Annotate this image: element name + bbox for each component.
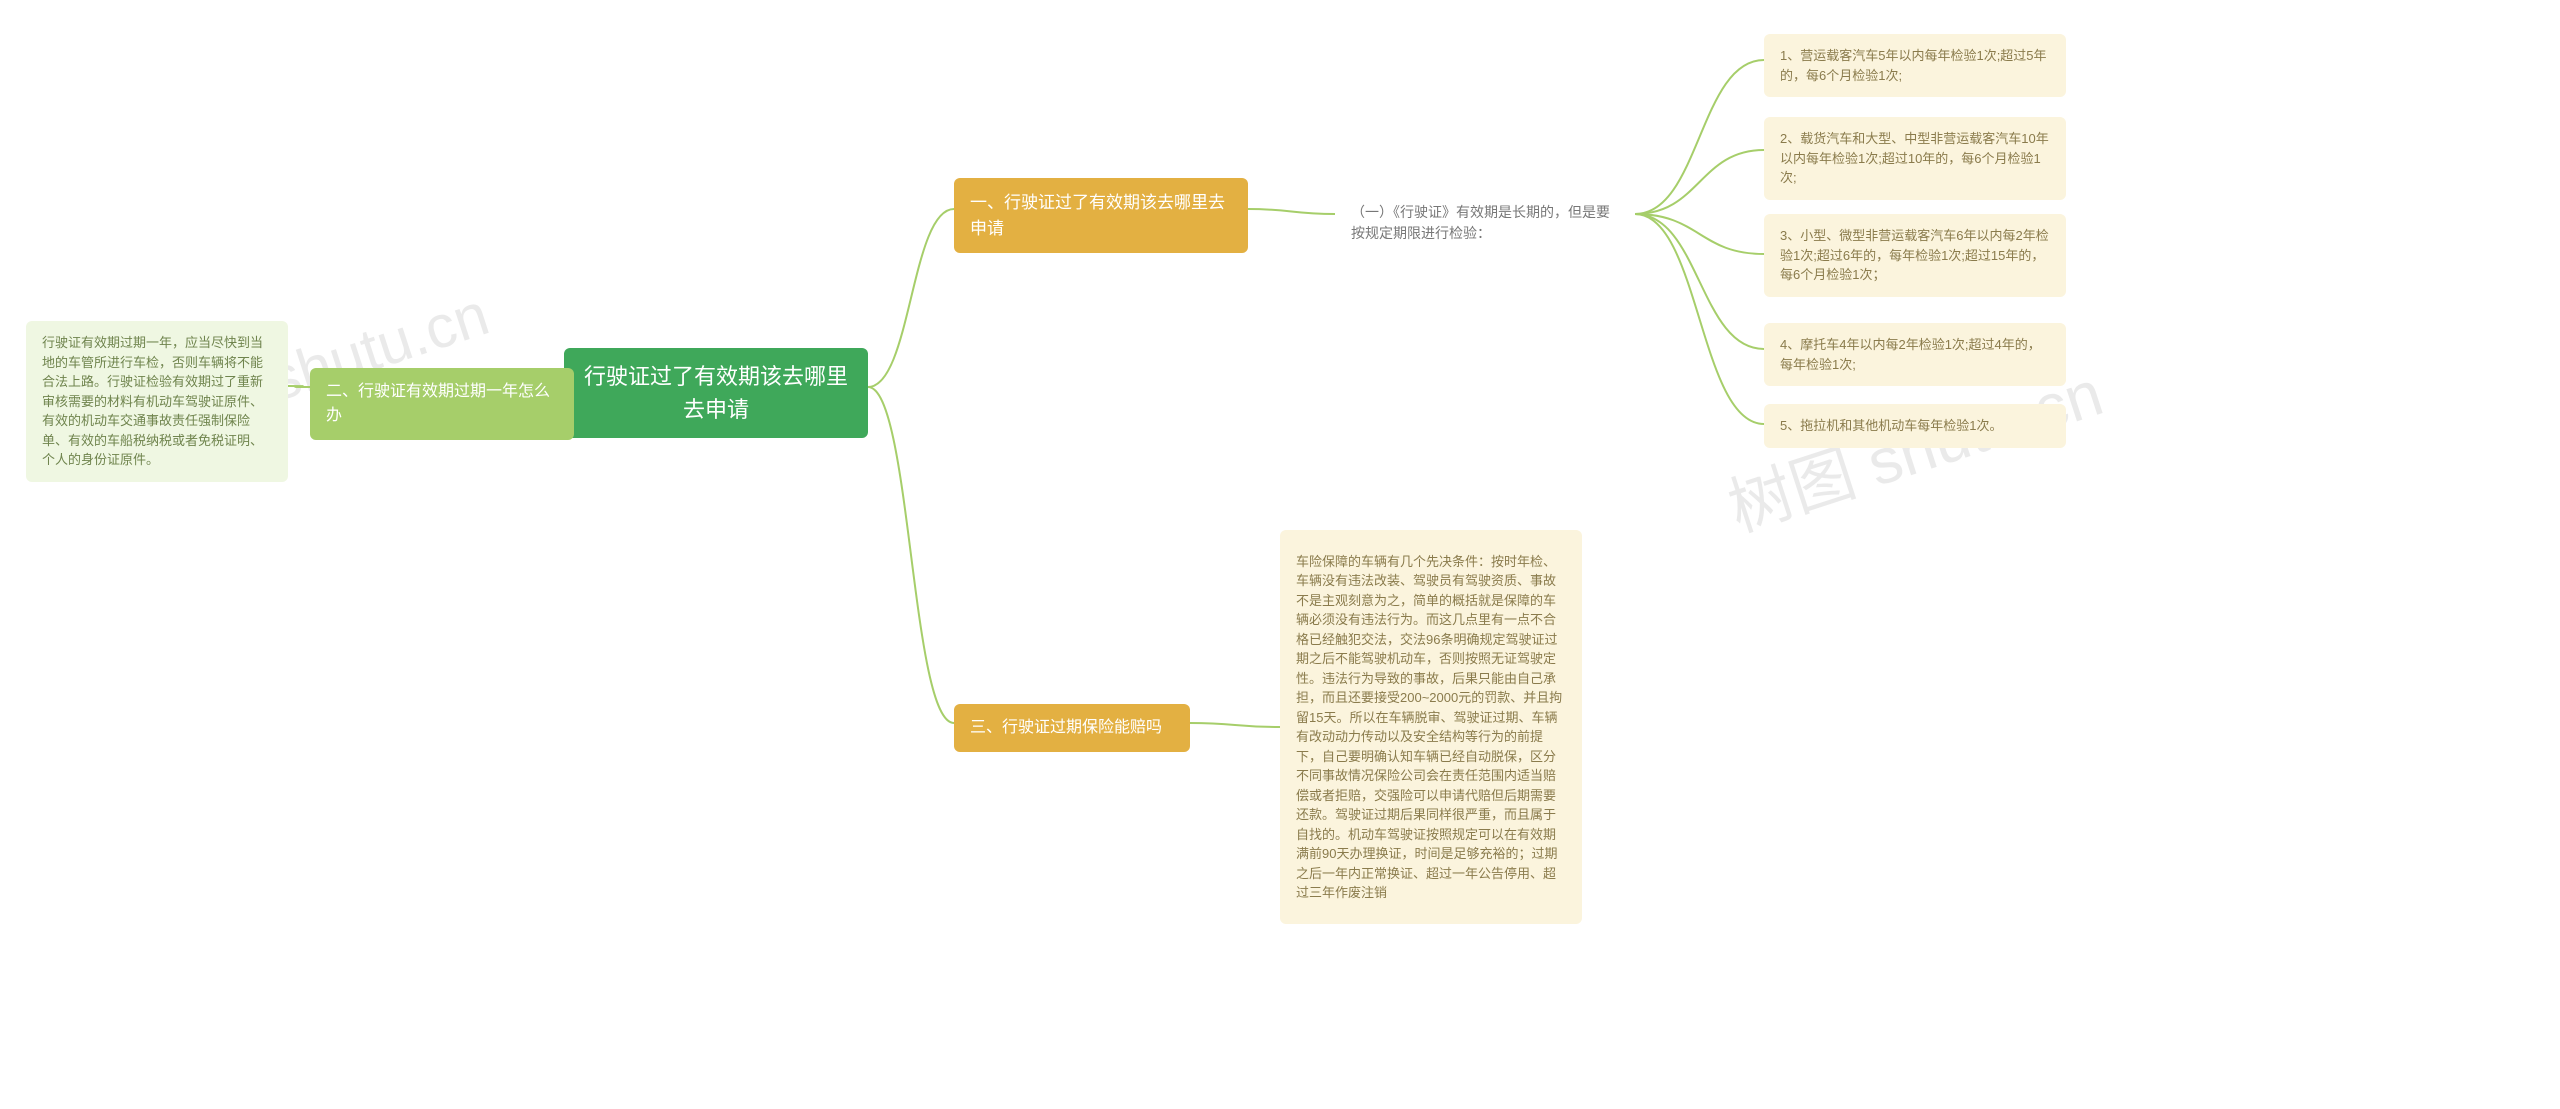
mindmap-leaf-5: 5、拖拉机和其他机动车每年检验1次。	[1764, 404, 2066, 448]
mindmap-leaf-label: 2、载货汽车和大型、中型非营运载客汽车10年以内每年检验1次;超过10年的，每6…	[1780, 129, 2050, 188]
mindmap-leaf-4: 4、摩托车4年以内每2年检验1次;超过4年的，每年检验1次;	[1764, 323, 2066, 386]
mindmap-leaf-label: 5、拖拉机和其他机动车每年检验1次。	[1780, 416, 2002, 436]
mindmap-leaf-sec2: 行驶证有效期过期一年，应当尽快到当地的车管所进行车检，否则车辆将不能合法上路。行…	[26, 321, 288, 482]
mindmap-node-sec1-1: （一）《行驶证》有效期是长期的，但是要按规定期限进行检验：	[1335, 190, 1635, 256]
mindmap-root-label: 行驶证过了有效期该去哪里去申请	[580, 360, 852, 426]
mindmap-node-label: 一、行驶证过了有效期该去哪里去申请	[970, 190, 1232, 241]
mindmap-leaf-2: 2、载货汽车和大型、中型非营运载客汽车10年以内每年检验1次;超过10年的，每6…	[1764, 117, 2066, 200]
mindmap-node-label: （一）《行驶证》有效期是长期的，但是要按规定期限进行检验：	[1351, 202, 1619, 244]
mindmap-leaf-label: 4、摩托车4年以内每2年检验1次;超过4年的，每年检验1次;	[1780, 335, 2050, 374]
mindmap-leaf-1: 1、营运载客汽车5年以内每年检验1次;超过5年的，每6个月检验1次;	[1764, 34, 2066, 97]
mindmap-node-sec2: 二、行驶证有效期过期一年怎么办	[310, 368, 574, 440]
mindmap-leaf-label: 3、小型、微型非营运载客汽车6年以内每2年检验1次;超过6年的，每年检验1次;超…	[1780, 226, 2050, 285]
mindmap-leaf-sec3: 车险保障的车辆有几个先决条件：按时年检、车辆没有违法改装、驾驶员有驾驶资质、事故…	[1280, 530, 1582, 924]
mindmap-leaf-label: 行驶证有效期过期一年，应当尽快到当地的车管所进行车检，否则车辆将不能合法上路。行…	[42, 333, 272, 470]
mindmap-node-label: 二、行驶证有效期过期一年怎么办	[326, 380, 558, 428]
mindmap-canvas: 树图 shutu.cn 树图 shutu.cn 行驶证过了有效期该去哪里去申请 …	[0, 0, 2560, 1109]
mindmap-leaf-3: 3、小型、微型非营运载客汽车6年以内每2年检验1次;超过6年的，每年检验1次;超…	[1764, 214, 2066, 297]
mindmap-root: 行驶证过了有效期该去哪里去申请	[564, 348, 868, 438]
mindmap-node-sec3: 三、行驶证过期保险能赔吗	[954, 704, 1190, 752]
mindmap-leaf-label: 1、营运载客汽车5年以内每年检验1次;超过5年的，每6个月检验1次;	[1780, 46, 2050, 85]
mindmap-node-label: 三、行驶证过期保险能赔吗	[970, 716, 1162, 740]
mindmap-node-sec1: 一、行驶证过了有效期该去哪里去申请	[954, 178, 1248, 253]
mindmap-leaf-label: 车险保障的车辆有几个先决条件：按时年检、车辆没有违法改装、驾驶员有驾驶资质、事故…	[1296, 552, 1566, 903]
